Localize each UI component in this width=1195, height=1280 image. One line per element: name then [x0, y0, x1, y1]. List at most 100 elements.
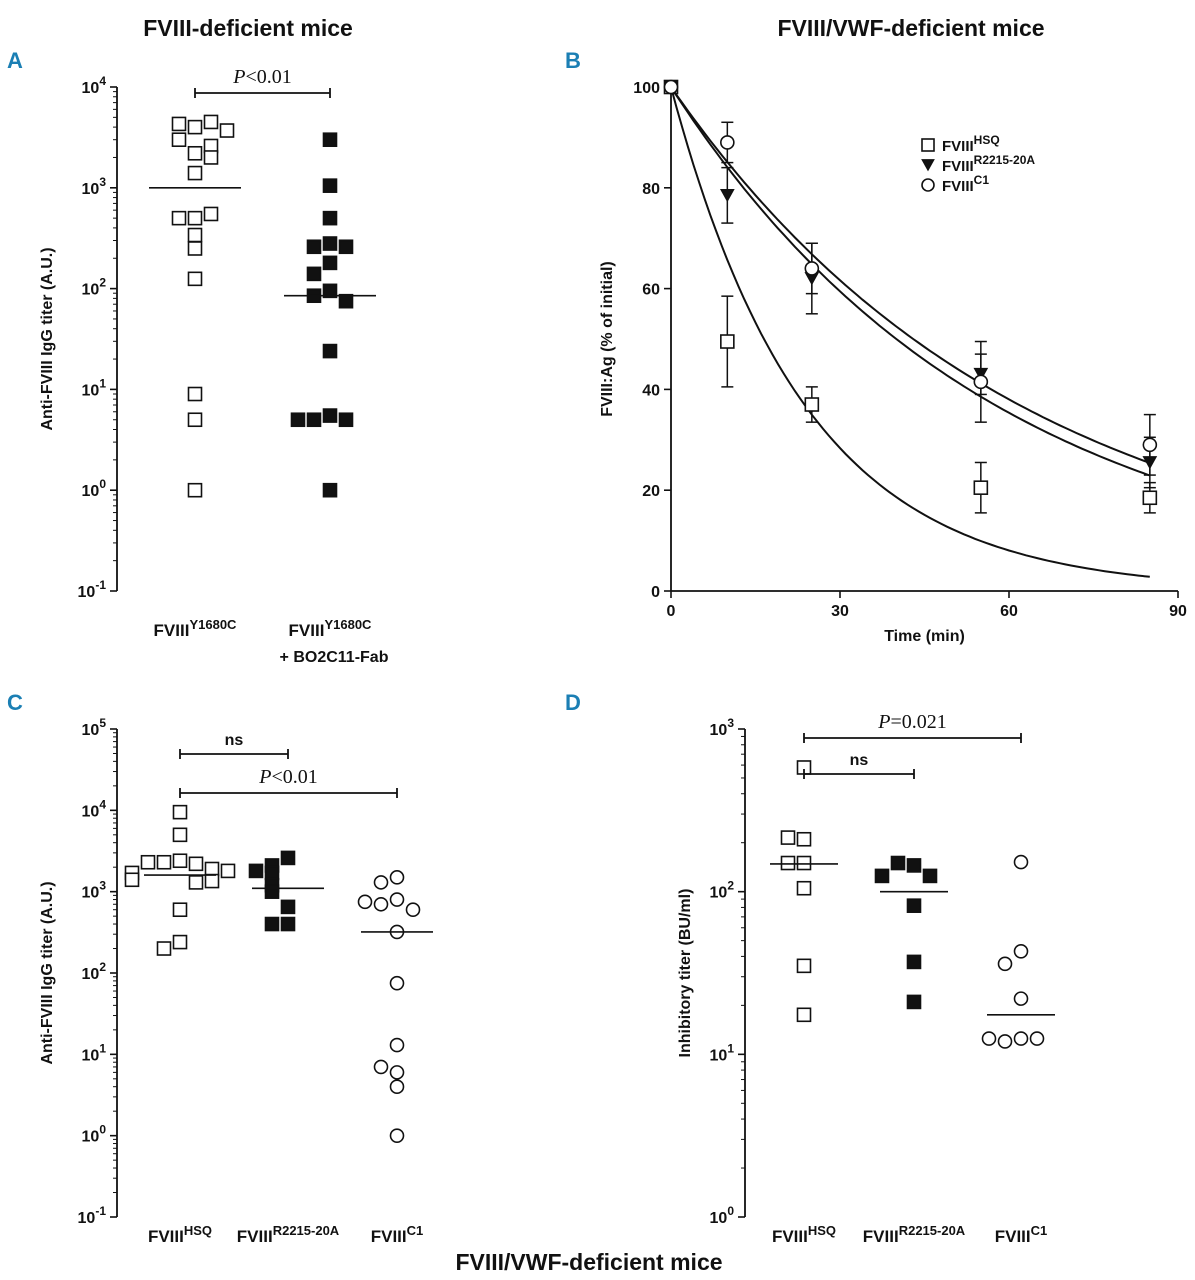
a-point-1-11 — [322, 343, 338, 359]
d-ytick-exp-3: 3 — [727, 716, 734, 730]
c-point-1-7 — [280, 916, 296, 932]
b-fit-curve-2 — [670, 86, 1151, 464]
d-category-2-base: FVIII — [995, 1227, 1031, 1246]
a-ytick-label-4: 103 — [82, 175, 107, 198]
a-point-1-16 — [322, 482, 338, 498]
a-point-0-3 — [203, 114, 219, 130]
d-category-1: FVIIIR2215-20A — [863, 1223, 966, 1246]
a-point-1-3 — [322, 236, 338, 251]
a-ytick-exp-1: 0 — [99, 477, 106, 491]
b-legend-label-2-sup: C1 — [974, 173, 990, 187]
c-point-0-6 — [204, 861, 220, 877]
b-legend-marker-2 — [921, 178, 935, 192]
c-point-1-2 — [264, 865, 280, 881]
c-ytick-exp-0: -1 — [95, 1204, 106, 1218]
c-point-2-10 — [373, 1059, 389, 1075]
c-category-1-sup: R2215-20A — [273, 1223, 340, 1238]
c-category-1: FVIIIR2215-20A — [237, 1223, 340, 1246]
a-point-0-2 — [171, 132, 187, 148]
a-category-1-base: FVIII — [289, 621, 325, 640]
d-ytick-base-3: 10 — [710, 722, 728, 739]
d-point-1-1 — [890, 855, 906, 871]
c-point-2-8 — [389, 1037, 405, 1053]
c-ytick-exp-2: 1 — [99, 1041, 106, 1055]
c-ytick-exp-5: 4 — [99, 797, 106, 811]
title-bottom: FVIII/VWF-deficient mice — [455, 1249, 722, 1275]
d-point-2-3 — [1013, 991, 1029, 1006]
a-point-0-14 — [187, 271, 203, 287]
c-ytick-exp-1: 0 — [99, 1123, 106, 1137]
b-legend-label-2: FVIIIC1 — [942, 173, 989, 195]
d-point-1-4 — [906, 898, 922, 913]
a-point-1-12 — [322, 408, 338, 423]
d-ytick-label-2: 102 — [710, 879, 735, 902]
c-ytick-base-5: 10 — [82, 803, 100, 820]
a-point-0-12 — [187, 227, 203, 243]
c-category-1-base: FVIII — [237, 1227, 273, 1246]
b-fit-curve-1 — [670, 86, 1151, 477]
c-point-0-10 — [204, 873, 220, 889]
a-ytick-label-2: 101 — [82, 376, 107, 399]
a-point-0-15 — [187, 386, 203, 402]
d-comparison-p-1: P — [877, 711, 890, 733]
a-ylabel: Anti-FVIII IgG titer (A.U.) — [39, 247, 56, 430]
c-comparison-value-1: <0.01 — [271, 766, 317, 788]
a-ytick-exp-3: 2 — [99, 276, 106, 290]
b-legend-label-0-sup: HSQ — [974, 133, 1000, 147]
a-point-1-15 — [290, 412, 306, 428]
c-point-0-9 — [188, 875, 204, 890]
d-category-0-sup: HSQ — [808, 1223, 836, 1238]
d-category-2: FVIIIC1 — [995, 1223, 1048, 1246]
a-ytick-base-4: 10 — [82, 181, 100, 198]
d-point-0-4 — [780, 855, 796, 871]
c-category-2-sup: C1 — [407, 1223, 424, 1238]
c-point-2-7 — [389, 975, 405, 991]
b-point-2-1 — [720, 135, 735, 150]
c-point-0-2 — [172, 853, 188, 869]
b-ytick-label-0: 0 — [651, 584, 660, 601]
c-point-2-12 — [389, 1128, 405, 1143]
panel-b: 0 20 40 60 80 100 0 30 60 90 Time (min) FVIII:Ag (%… — [599, 79, 1187, 645]
a-ytick-label-0: 10-1 — [78, 578, 107, 601]
a-ytick-base-5: 10 — [82, 80, 100, 97]
d-ytick-exp-1: 1 — [727, 1041, 734, 1055]
a-ytick-base-0: 10 — [78, 584, 96, 601]
d-category-2-sup: C1 — [1031, 1223, 1048, 1238]
d-category-0: FVIIIHSQ — [772, 1223, 836, 1246]
c-point-1-0 — [280, 850, 296, 866]
c-ytick-label-5: 104 — [82, 797, 107, 820]
b-point-0-4 — [1142, 490, 1158, 506]
d-point-1-3 — [874, 868, 890, 884]
c-comparison-p-1: P — [258, 766, 271, 788]
c-category-0-sup: HSQ — [184, 1223, 212, 1238]
c-ytick-base-3: 10 — [82, 966, 100, 983]
d-comparison-label-0: ns — [850, 752, 869, 769]
a-point-0-0 — [187, 119, 203, 135]
a-category-1-sup: Y1680C — [324, 617, 372, 632]
c-ylabel: Anti-FVIII IgG titer (A.U.) — [39, 881, 56, 1064]
b-point-1-1 — [719, 189, 735, 203]
b-legend-label-1-sup: R2215-20A — [974, 153, 1036, 167]
c-point-1-3 — [248, 863, 264, 879]
d-point-2-0 — [1013, 854, 1029, 870]
a-comparison-p-0: P — [232, 66, 245, 88]
b-legend-label-1: FVIIIR2215-20A — [942, 153, 1035, 175]
b-legend-marker-0 — [921, 138, 935, 152]
a-comparison-value-0: <0.01 — [245, 66, 291, 88]
d-ytick-base-1: 10 — [710, 1047, 728, 1064]
d-point-1-0 — [906, 858, 922, 873]
c-point-2-5 — [357, 894, 373, 910]
b-point-0-2 — [804, 397, 820, 412]
c-point-0-5 — [140, 854, 156, 870]
a-point-1-7 — [306, 266, 322, 282]
c-ytick-exp-3: 2 — [99, 960, 106, 974]
d-ylabel: Inhibitory titer (BU/ml) — [677, 889, 694, 1058]
a-ytick-base-1: 10 — [82, 483, 100, 500]
a-point-0-5 — [187, 145, 203, 161]
b-ytick-label-1: 20 — [642, 483, 660, 500]
c-comparison-label-0: ns — [225, 732, 244, 749]
c-point-1-5 — [264, 884, 280, 899]
